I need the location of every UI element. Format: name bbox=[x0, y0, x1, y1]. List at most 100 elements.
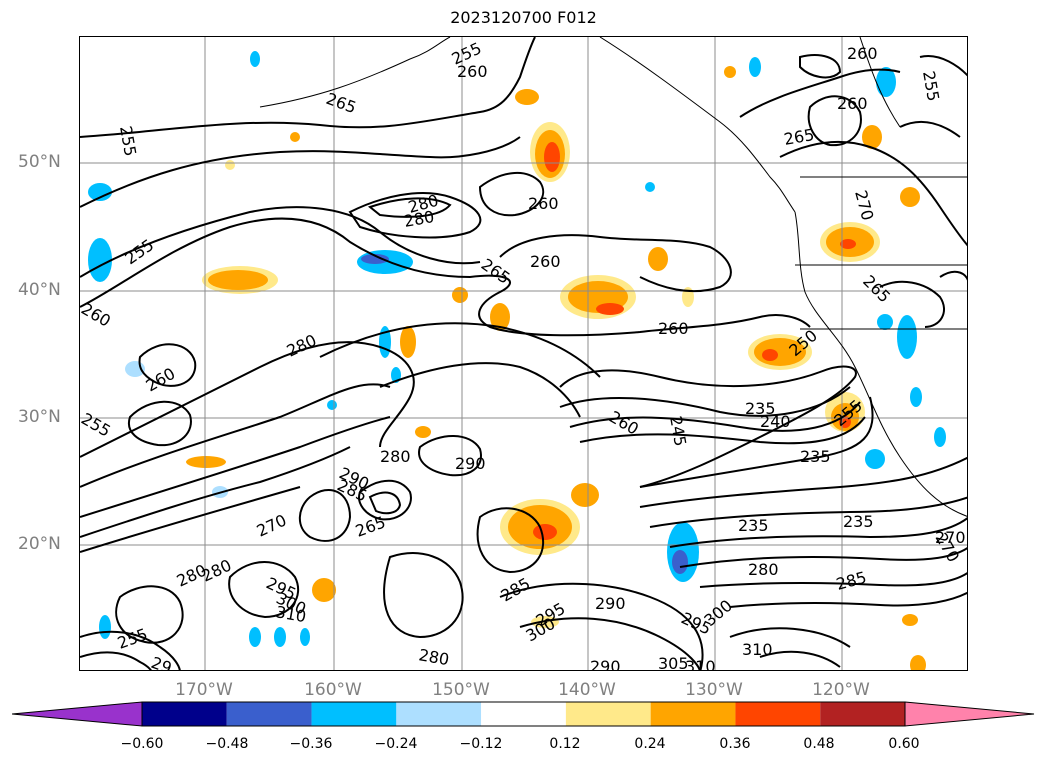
contour-label: 255 bbox=[116, 124, 140, 157]
contour-label: 260 bbox=[80, 299, 114, 331]
shade-blob bbox=[910, 387, 922, 407]
map-panel: 255 260 265 255 260 265 260 255 280 260 … bbox=[79, 36, 968, 671]
shade-blob bbox=[533, 524, 557, 540]
contour-label: 265 bbox=[859, 271, 894, 306]
colorbar-border bbox=[141, 701, 906, 727]
shade-blob bbox=[648, 247, 668, 271]
shade-blob bbox=[290, 132, 300, 142]
shade-blob bbox=[515, 89, 539, 105]
colorbar-tick-label: 0.36 bbox=[719, 736, 751, 752]
contour-label: 310 bbox=[685, 657, 716, 671]
contour-label: 29 bbox=[149, 653, 175, 671]
shade-blob bbox=[99, 615, 111, 639]
contour-labels: 255 260 265 255 260 265 260 255 280 260 … bbox=[80, 38, 966, 671]
coastlines bbox=[259, 37, 967, 517]
shade-blob bbox=[762, 349, 778, 361]
map-canvas: 255 260 265 255 260 265 260 255 280 260 … bbox=[80, 37, 967, 671]
contour-label: 260 bbox=[528, 194, 559, 213]
shade-blob bbox=[452, 287, 468, 303]
contours bbox=[80, 37, 967, 670]
shade-blob bbox=[186, 456, 226, 468]
colorbar-tick-label: 0.12 bbox=[549, 736, 581, 752]
contour-label: 280 bbox=[284, 330, 320, 360]
lat-label-50n: 50°N bbox=[18, 152, 61, 172]
contour-label: 265 bbox=[478, 255, 514, 288]
shade-blob bbox=[571, 483, 599, 507]
shade-blob bbox=[596, 303, 624, 315]
contour-label: 265 bbox=[353, 512, 388, 540]
shade-blob bbox=[400, 326, 416, 358]
shade-blob bbox=[544, 142, 560, 172]
lat-label-40n: 40°N bbox=[18, 280, 61, 300]
contour-label: 260 bbox=[530, 252, 561, 271]
colorbar-swatch bbox=[226, 702, 312, 726]
shade-blob bbox=[274, 627, 286, 647]
colorbar-swatch bbox=[396, 702, 482, 726]
grid-lines bbox=[80, 37, 967, 670]
shade-blob bbox=[902, 614, 918, 626]
shade-blob bbox=[300, 628, 310, 646]
shade-blob bbox=[645, 182, 655, 192]
lon-label-140w: 140°W bbox=[558, 680, 616, 700]
colorbar-swatch bbox=[481, 702, 566, 726]
shade-blob bbox=[250, 51, 260, 67]
contour-label: 285 bbox=[498, 574, 534, 606]
map-title: 2023120700 F012 bbox=[450, 8, 597, 27]
contour-label: 260 bbox=[457, 62, 488, 81]
colorbar-tick-label: 0.24 bbox=[634, 736, 666, 752]
shade-blob bbox=[877, 314, 893, 330]
lon-label-120w: 120°W bbox=[812, 680, 870, 700]
colorbar-swatch bbox=[311, 702, 397, 726]
shade-blob bbox=[415, 426, 431, 438]
contour-label: 255 bbox=[80, 409, 114, 441]
colorbar-swatch bbox=[565, 702, 651, 726]
lon-label-170w: 170°W bbox=[175, 680, 233, 700]
contour-label: 260 bbox=[658, 319, 689, 338]
contour-label: 235 bbox=[800, 447, 831, 466]
shade-blob bbox=[327, 400, 337, 410]
colorbar bbox=[12, 701, 1035, 727]
shade-blob bbox=[876, 67, 896, 97]
shade-blob bbox=[672, 550, 688, 574]
colorbar-tick-label: 0.60 bbox=[888, 736, 920, 752]
contour-label: 240 bbox=[760, 412, 791, 431]
contour-label: 270 bbox=[935, 528, 966, 547]
lat-label-20n: 20°N bbox=[18, 534, 61, 554]
colorbar-extend-high bbox=[904, 701, 1035, 727]
shade-blob bbox=[910, 655, 926, 670]
colorbar-tick-label: −0.48 bbox=[205, 736, 249, 752]
contour-label: 255 bbox=[919, 69, 943, 102]
contour-label: 235 bbox=[738, 516, 769, 535]
contour-label: 290 bbox=[595, 594, 626, 613]
contour-label: 285 bbox=[834, 568, 868, 594]
shade-blob bbox=[862, 125, 882, 149]
shade-blob bbox=[897, 315, 917, 359]
colorbar-extend-low bbox=[12, 701, 143, 727]
shade-blob bbox=[312, 578, 336, 602]
contour-label: 260 bbox=[837, 94, 868, 113]
shade-blob bbox=[490, 303, 510, 331]
colorbar-tick-label: −0.60 bbox=[120, 736, 164, 752]
lon-label-130w: 130°W bbox=[685, 680, 743, 700]
contour-label: 245 bbox=[666, 414, 690, 447]
lon-label-160w: 160°W bbox=[304, 680, 362, 700]
contour-label: 280 bbox=[748, 560, 779, 579]
colorbar-tick-label: 0.48 bbox=[803, 736, 835, 752]
shade-blob bbox=[208, 270, 268, 290]
contour-label: 280 bbox=[380, 447, 411, 466]
colorbar-swatch bbox=[142, 702, 227, 726]
contour-label: 270 bbox=[851, 188, 877, 222]
contour-label: 260 bbox=[143, 364, 179, 396]
colorbar-swatches bbox=[12, 701, 1035, 727]
contour-label: 270 bbox=[254, 510, 290, 540]
shade-blob bbox=[88, 238, 112, 282]
shade-blob bbox=[88, 183, 112, 201]
colorbar-tick-label: −0.12 bbox=[459, 736, 503, 752]
lat-label-30n: 30°N bbox=[18, 407, 61, 427]
contour-label: 255 bbox=[115, 624, 150, 652]
contour-label: 235 bbox=[745, 399, 776, 418]
contour-label: 260 bbox=[847, 44, 878, 63]
contour-label: 290 bbox=[455, 454, 486, 473]
contour-label: 290 bbox=[590, 657, 621, 671]
shade-blob bbox=[361, 254, 389, 264]
